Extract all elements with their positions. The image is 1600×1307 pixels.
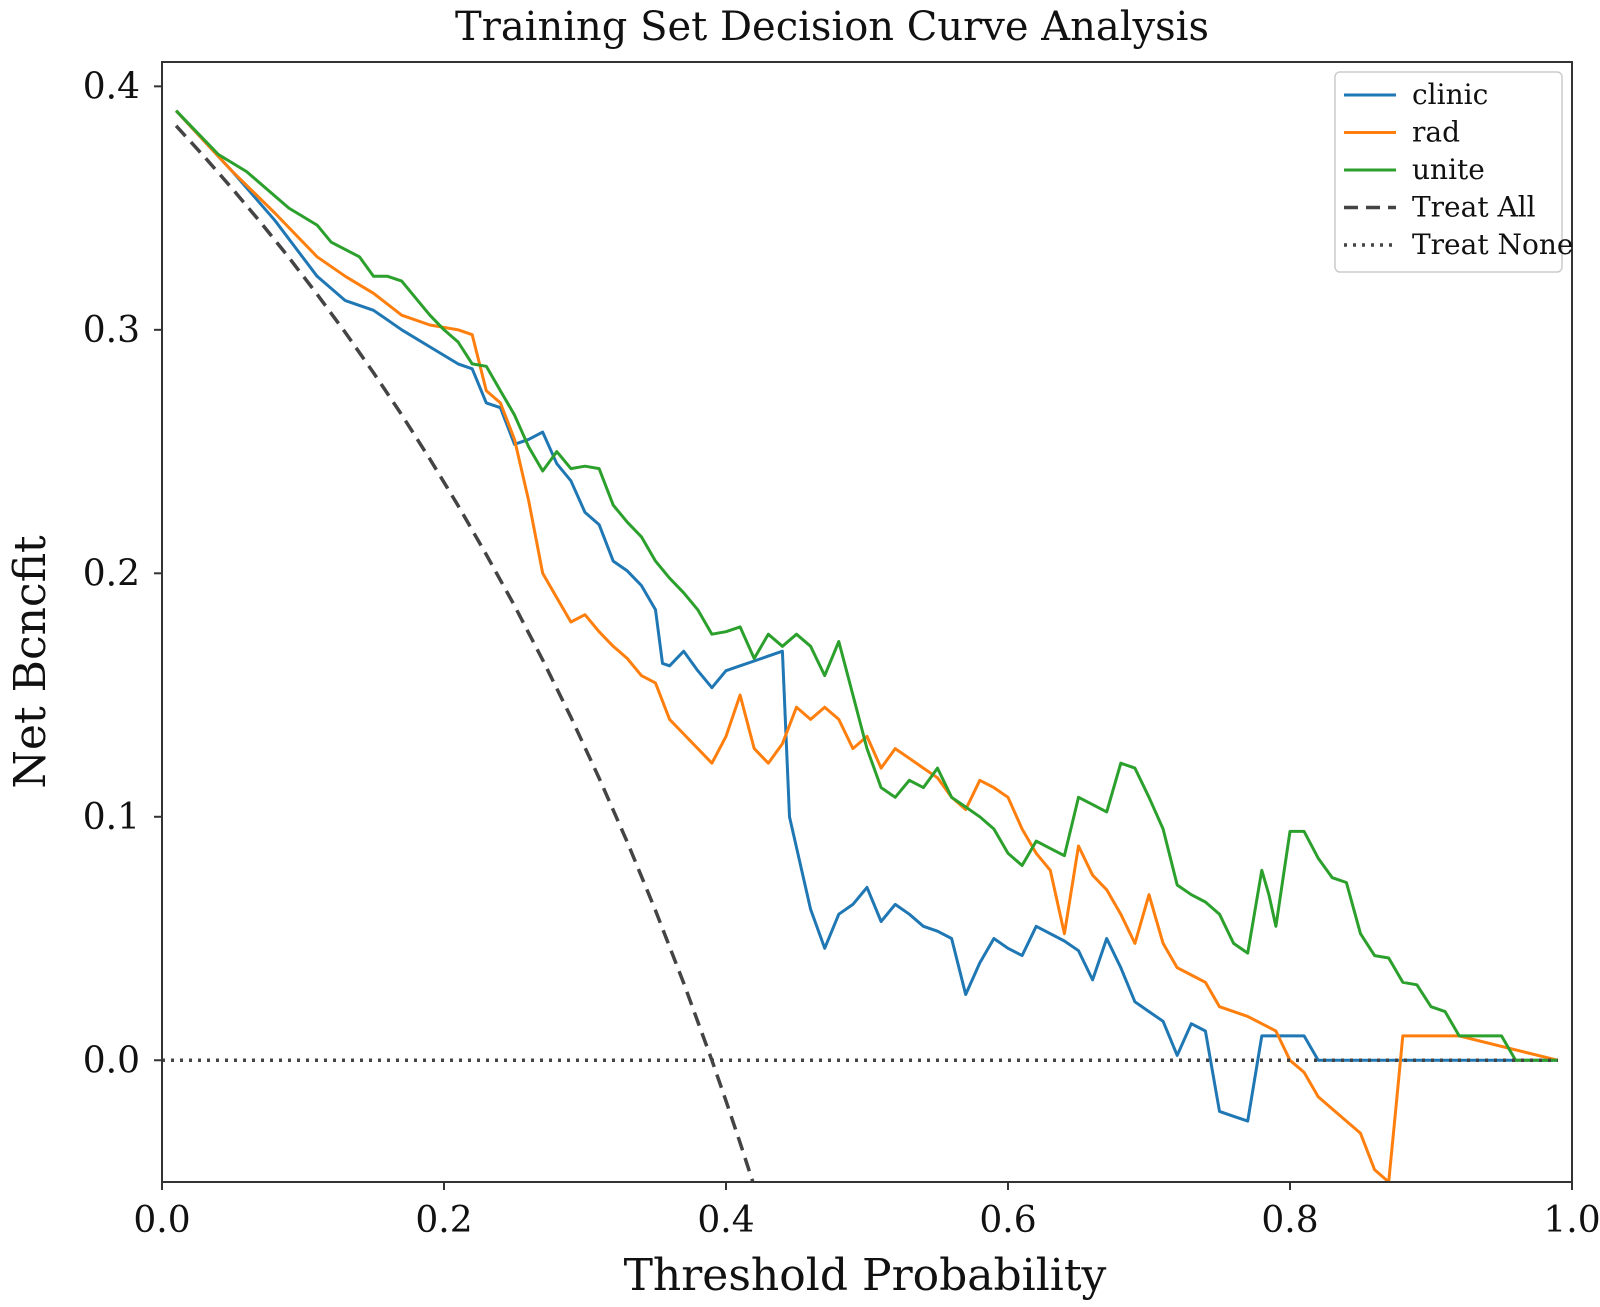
- chart-title: Training Set Decision Curve Analysis: [455, 4, 1209, 50]
- x-tick-label: 0.2: [415, 1200, 472, 1241]
- x-axis-label: Threshold Probability: [624, 1250, 1107, 1301]
- legend: clinic rad unite Treat All Treat None: [1334, 71, 1573, 273]
- y-axis-ticks: 0.0 0.1 0.2 0.3 0.4: [83, 66, 162, 1081]
- series-line-treat-all: [174, 124, 755, 1182]
- legend-label: clinic: [1412, 78, 1488, 111]
- series-layer: [162, 109, 1559, 1182]
- legend-frame: [1334, 71, 1563, 273]
- plot-frame: [161, 61, 1573, 1183]
- legend-label: unite: [1412, 153, 1485, 186]
- legend-label: Treat None: [1412, 228, 1573, 261]
- legend-label: Treat All: [1412, 191, 1536, 224]
- y-tick-label: 0.4: [83, 66, 140, 107]
- y-axis-label: Net Bcncfit: [5, 535, 56, 789]
- legend-label: rad: [1412, 116, 1460, 149]
- x-tick-label: 0.8: [1261, 1200, 1318, 1241]
- series-line-rad: [174, 109, 1559, 1182]
- y-tick-label: 0.2: [83, 553, 140, 594]
- x-tick-label: 0.4: [697, 1200, 754, 1241]
- y-tick-label: 0.3: [83, 310, 140, 351]
- x-tick-label: 0.0: [133, 1200, 190, 1241]
- y-tick-label: 0.1: [83, 797, 140, 838]
- series-line-unite: [175, 109, 1558, 1062]
- series-line-clinic: [174, 109, 1558, 1123]
- x-tick-label: 1.0: [1543, 1200, 1600, 1241]
- x-axis-ticks: 0.0 0.2 0.4 0.6 0.8 1.0: [133, 1182, 1600, 1241]
- y-tick-label: 0.0: [83, 1040, 140, 1081]
- x-tick-label: 0.6: [979, 1200, 1036, 1241]
